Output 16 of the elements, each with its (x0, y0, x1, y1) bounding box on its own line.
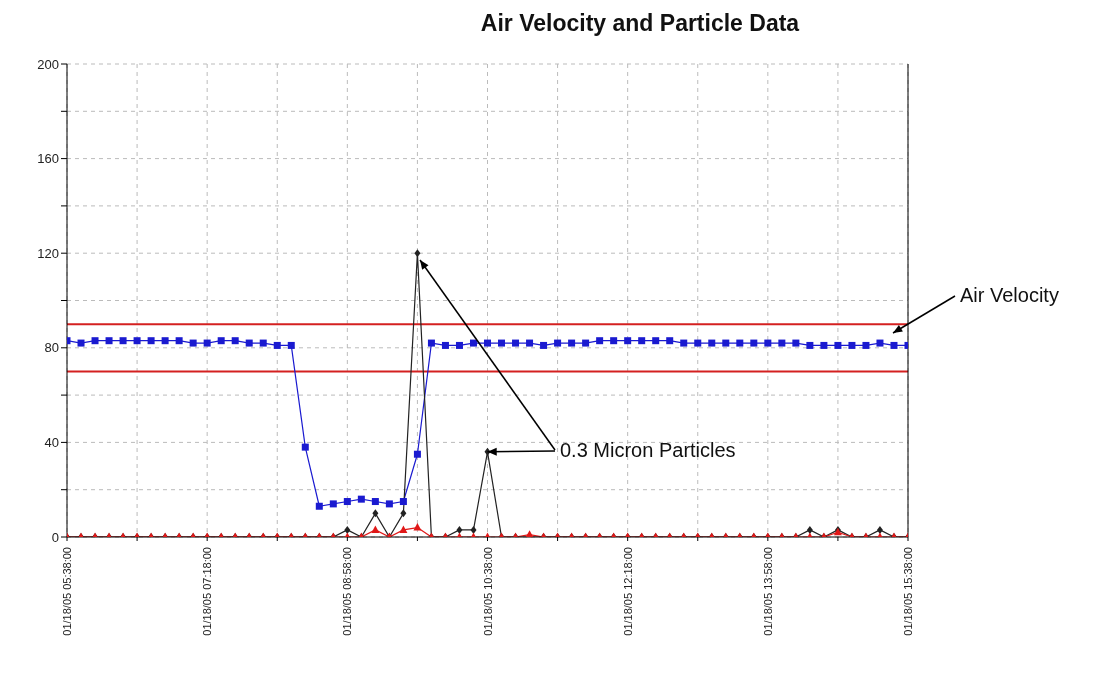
y-tick-label: 200 (37, 56, 59, 72)
x-tick-label: 01/18/05 12:18:00 (621, 547, 634, 636)
annotation: 0.3 Micron Particles (560, 439, 736, 461)
x-tick-label: 01/18/05 13:58:00 (761, 547, 774, 636)
text: Air Velocity (960, 284, 1059, 306)
x-tick-label: 01/18/05 07:18:00 (201, 547, 214, 636)
x-tick-label: 01/18/05 10:38:00 (481, 547, 494, 636)
x-tick-label: 01/18/05 15:38:00 (902, 547, 914, 636)
y-tick-label: 80 (44, 340, 59, 356)
chart-title: Air Velocity and Particle Data (479, 10, 801, 37)
y-tick-label: 40 (44, 435, 59, 451)
y-tick-label: 160 (37, 151, 59, 167)
y-tick-label: 0 (51, 529, 59, 545)
x-tick-label: 01/18/05 08:58:00 (341, 547, 354, 636)
y-tick-label: 120 (37, 245, 59, 261)
x-tick-label: 01/18/05 05:38:00 (61, 547, 73, 636)
